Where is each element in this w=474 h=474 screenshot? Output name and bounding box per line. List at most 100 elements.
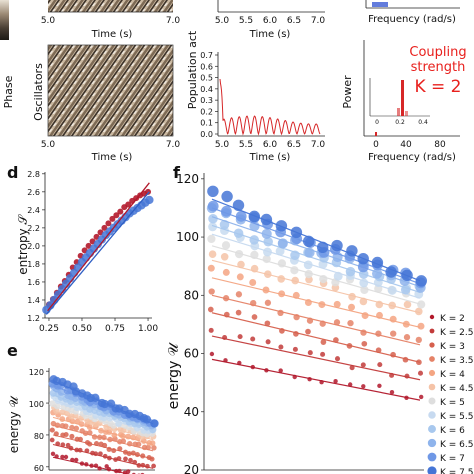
energy-point [374, 284, 383, 293]
energy-point [320, 339, 327, 345]
energy-point [207, 185, 219, 198]
energy-point [347, 319, 354, 327]
entropy-fit-line [45, 191, 150, 315]
population-top-xtick-2: 6.0 [263, 16, 278, 26]
energy-fit-line [52, 380, 154, 425]
energy-point [377, 362, 383, 368]
entropy-ylabel: entropy 𝒮 [16, 214, 30, 275]
phase-colorbar [0, 0, 9, 40]
legend-marker [428, 411, 436, 419]
energy-point [65, 442, 71, 448]
energy-fit-line [211, 312, 421, 363]
energy-point [278, 344, 284, 350]
population-xtick-3: 6.5 [287, 140, 301, 150]
energy-point [307, 350, 313, 356]
raster-bottom-xtick-1: 7.0 [166, 140, 181, 150]
energy-ytick-label: 60 [34, 464, 44, 473]
entropy-ytick-label: 2.8 [27, 170, 40, 179]
energy-point [77, 436, 83, 442]
coupling-k-value: K = 2 [414, 77, 461, 97]
energy-point [305, 328, 311, 335]
energy-point [419, 394, 424, 400]
population-ytick-label: 0.1 [200, 119, 213, 128]
energy-chart-small: 60 80 100 120 energy 𝒰 [7, 368, 159, 474]
energy-ytick-label: 20 [184, 463, 199, 474]
population-top-xtick-1: 5.5 [239, 16, 253, 26]
energy-point [318, 301, 326, 309]
entropy-point [125, 201, 132, 208]
energy-point [235, 291, 243, 298]
raster-panel-top: 5.0 7.0 Time (s) [0, 0, 180, 40]
population-ytick-label: 0.2 [200, 107, 213, 116]
entropy-point [113, 212, 120, 219]
entropy-xtick-label: 0.25 [39, 324, 59, 334]
energy-point [251, 314, 258, 320]
power-top-xlabel: Frequency (rad/s) [368, 14, 456, 25]
panel-label-f: f [173, 163, 181, 182]
energy-point [236, 273, 244, 281]
entropy-ytick-label: 1.8 [27, 260, 40, 269]
energy-point [150, 419, 159, 428]
energy-point [233, 228, 244, 239]
raster-image-bottom [48, 45, 173, 136]
energy-fit-line [52, 456, 131, 474]
power-panel: Frequency (rad/s) Power 0 0.2 0.4 0 40 8… [341, 0, 467, 163]
energy-point [50, 451, 56, 456]
population-ytick-label: 0.4 [200, 85, 213, 94]
power-ylabel: Power [341, 75, 354, 109]
energy-point [390, 330, 397, 337]
energy-point [98, 451, 103, 457]
legend-marker [428, 383, 436, 391]
energy-point [346, 245, 358, 257]
energy-ytick-label: 40 [184, 405, 199, 419]
energy-point [377, 383, 382, 388]
energy-point [117, 446, 123, 452]
entropy-ytick-label: 1.2 [27, 314, 40, 323]
population-ytick-label: 0.6 [200, 62, 213, 71]
energy-point [237, 334, 243, 340]
energy-point [249, 221, 260, 232]
energy-point [60, 454, 65, 460]
power-inset-tick-0: 0 [375, 119, 379, 126]
energy-fit-line [211, 259, 421, 314]
energy-point [220, 252, 229, 261]
energy-point [208, 213, 218, 224]
entropy-chart: 1.2 1.4 1.6 1.8 2.0 2.2 2.4 2.6 2.8 0.25 0.50 0.75 1… [16, 170, 158, 334]
energy-point [403, 334, 411, 341]
raster-ylabel-phase: Phase [2, 75, 15, 108]
energy-point [403, 300, 412, 309]
entropy-ytick-label: 2.0 [27, 242, 40, 251]
coupling-strength-line-2: strength [411, 60, 466, 75]
raster-top-xtick-1: 7.0 [166, 16, 181, 26]
legend-label: K = 4 [440, 370, 465, 380]
energy-point [263, 247, 272, 257]
energy-point [333, 319, 341, 326]
entropy-xtick-label: 1.00 [138, 324, 158, 334]
energy-point [151, 445, 157, 451]
energy-fit-line [52, 410, 154, 441]
energy-point [389, 390, 395, 395]
entropy-ytick-label: 1.4 [27, 296, 40, 305]
power-xtick-0: 0 [373, 140, 379, 150]
legend-label: K = 4.5 [440, 384, 473, 394]
power-inset-peak [401, 80, 404, 116]
energy-ytick-label: 100 [29, 400, 44, 409]
legend-label: K = 2.5 [440, 328, 473, 338]
population-ytick-label: 0.5 [200, 74, 213, 83]
population-ytick-label: 0.7 [200, 51, 213, 60]
energy-fit-line [52, 424, 154, 452]
population-top-xtick-0: 5.0 [215, 16, 230, 26]
energy-point [260, 213, 273, 226]
energy-point [417, 300, 426, 309]
legend-label: K = 7 [440, 454, 465, 464]
energy-point [234, 249, 244, 259]
energy-point [415, 336, 422, 344]
legend-label: K = 3 [440, 342, 465, 352]
entropy-point [145, 195, 154, 205]
energy-fit-line [211, 216, 421, 288]
energy-point [415, 307, 423, 316]
legend-marker [429, 314, 435, 320]
energy-ylabel: energy 𝒰 [7, 395, 21, 454]
energy-point [333, 300, 341, 308]
energy-point [209, 351, 215, 357]
